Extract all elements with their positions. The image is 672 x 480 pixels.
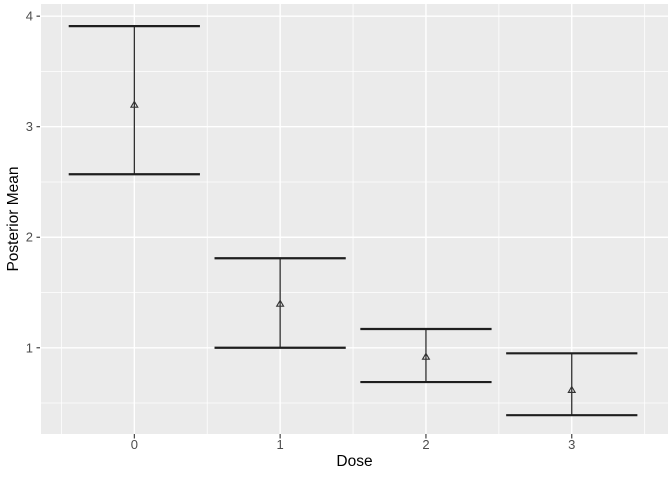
mean-triangle-marker — [129, 100, 139, 108]
y-axis-tick-label: 3 — [26, 119, 33, 134]
x-axis-tick-label: 1 — [277, 437, 284, 452]
x-axis-tick-label: 2 — [422, 437, 429, 452]
x-axis-tick-label: 0 — [131, 437, 138, 452]
y-axis-title: Posterior Mean — [5, 166, 22, 272]
x-axis-title: Dose — [336, 453, 373, 470]
y-axis-tick-label: 4 — [26, 9, 33, 24]
plot-panel — [41, 4, 668, 434]
mean-triangle-marker — [421, 352, 431, 360]
mean-triangle-marker — [567, 385, 577, 393]
x-axis-tick-label: 3 — [568, 437, 575, 452]
y-axis-tick-label: 2 — [26, 230, 33, 245]
y-axis-tick-label: 1 — [26, 340, 33, 355]
mean-triangle-marker — [275, 299, 285, 307]
